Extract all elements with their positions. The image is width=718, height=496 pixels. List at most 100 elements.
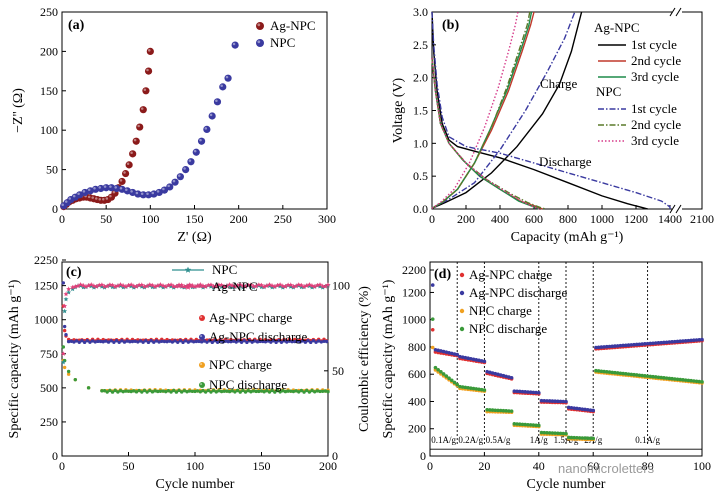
panel-c-eff-point-0 <box>237 283 243 289</box>
panel-c-point-3 <box>222 389 226 393</box>
panel-b-break-gap-0 <box>672 8 682 16</box>
panel-a-point-1 <box>160 186 169 194</box>
panel-c-point-1 <box>316 339 321 343</box>
panel-d-point-1 <box>528 390 533 395</box>
panel-d-point-1 <box>700 337 704 342</box>
panel-a-point-1-shine <box>209 113 213 117</box>
panel-a-point-1-shine <box>114 186 117 189</box>
panel-c-point-1 <box>226 339 230 344</box>
panel-c-point-3 <box>172 388 176 393</box>
panel-c-eff-point-1 <box>176 282 182 287</box>
panel-d-point-1 <box>653 341 658 345</box>
panel-a-point-0-shine <box>105 197 109 200</box>
panel-c-point-1 <box>125 339 129 343</box>
panel-d-point-3 <box>681 378 685 382</box>
panel-d-rate-label-4: 1.5A/g <box>554 435 579 445</box>
panel-c-eff-point-1 <box>120 283 126 288</box>
panel-d-point-1 <box>488 370 492 375</box>
panel-d-point-1 <box>670 340 674 344</box>
panel-c-point-1 <box>162 339 167 344</box>
panel-c-point-1 <box>301 339 305 343</box>
panel-c-eff-point-1 <box>83 284 89 289</box>
panel-a-point-1-shine <box>204 127 208 130</box>
panel-a-point-1-shine <box>167 184 170 188</box>
panel-c-eff-point-1 <box>320 283 326 289</box>
panel-d-point-3 <box>653 375 658 379</box>
panel-d-point-1 <box>575 406 579 411</box>
panel-b-xtick-label: 200 <box>457 212 475 226</box>
panel-d-point-3 <box>618 371 623 376</box>
panel-d-point-1 <box>550 399 555 403</box>
panel-c-point-1 <box>319 340 324 344</box>
panel-d-point-1 <box>572 406 576 410</box>
panel-d-point-1 <box>607 344 612 349</box>
panel-c-point-3 <box>124 389 128 393</box>
panel-c-label: (c) <box>66 265 82 280</box>
panel-c-point-3 <box>320 389 325 393</box>
panel-c-point-3 <box>315 389 320 393</box>
panel-c-xtick-label: 150 <box>253 459 271 473</box>
panel-a-point-1-shine <box>64 200 68 203</box>
panel-c-point-1 <box>295 339 300 343</box>
panel-c-point-1 <box>141 340 145 344</box>
panel-d-point-1 <box>561 399 566 404</box>
panel-c-eff-point-1 <box>142 283 147 289</box>
panel-c-eff-point-1 <box>243 283 248 289</box>
panel-c-eff-point-1 <box>216 282 222 287</box>
panel-c-point-1 <box>183 339 188 343</box>
panel-d-point-3 <box>463 385 468 390</box>
panel-d-point-1 <box>591 408 595 413</box>
panel-c-point-1 <box>93 340 97 344</box>
panel-d-point-1 <box>517 389 522 394</box>
panel-c-point-3 <box>137 388 141 393</box>
panel-b-annotation-charge: Charge <box>540 76 578 91</box>
panel-d-point-3 <box>686 378 691 383</box>
panel-d-point-1 <box>564 399 568 404</box>
panel-c-point-1 <box>133 339 137 344</box>
panel-c-point-1 <box>253 339 257 343</box>
panel-d-point-1 <box>466 356 470 361</box>
panel-a-point-0-shine <box>87 195 91 199</box>
panel-b-break-mark <box>675 204 682 214</box>
panel-a-point-1-shine <box>93 186 96 190</box>
panel-c-point-1 <box>88 340 92 344</box>
panel-d-point-1 <box>667 340 672 344</box>
panel-d-point-1 <box>458 354 462 359</box>
panel-d-point-3 <box>515 422 519 426</box>
panel-c-eff-point-1 <box>275 282 280 288</box>
panel-d-point-1 <box>493 371 498 376</box>
panel-d-point-1 <box>648 341 653 346</box>
panel-d-point-1 <box>643 342 647 346</box>
panel-d-point-1 <box>629 343 634 347</box>
panel-c-point-1 <box>72 340 76 344</box>
panel-a-point-0-shine <box>119 179 123 182</box>
panel-c-eff-point-1 <box>213 283 219 289</box>
panel-c-point-3 <box>283 389 288 394</box>
panel-c-eff-point-0 <box>317 283 323 289</box>
panel-c-point-1 <box>146 340 151 345</box>
panel-d-point-1 <box>439 349 443 353</box>
panel-a-point-1-shine <box>109 185 112 188</box>
panel-a-point-1 <box>187 158 195 166</box>
panel-d-point-3 <box>550 431 555 435</box>
panel-c-frame <box>61 261 329 457</box>
panel-c-eff-point-1 <box>72 284 78 289</box>
panel-d-point-3 <box>542 430 547 435</box>
panel-c-eff-point-1 <box>152 284 158 289</box>
panel-b-curve-0 <box>431 11 649 210</box>
panel-d-point-1 <box>697 338 702 342</box>
panel-d-point-1 <box>613 344 617 348</box>
panel-d-point-1 <box>634 342 639 347</box>
panel-c-point-1 <box>112 340 116 345</box>
panel-c-eff-point-1 <box>107 282 113 287</box>
panel-c-eff-point-1 <box>187 282 193 287</box>
panel-a: 0 50 100 150 200 250 300 0 50 100 150 200 250 Z' (Ω) −… <box>11 5 336 245</box>
panel-a-point-1-shine <box>87 188 91 192</box>
panel-c-point-3 <box>233 390 237 394</box>
panel-c-eff-point-1 <box>205 282 211 288</box>
panel-c-eff-point-0 <box>62 308 68 314</box>
panel-c-point-3 <box>270 388 274 393</box>
panel-d-point-1 <box>449 351 454 356</box>
panel-b-ytick-label: 3.0 <box>413 5 428 19</box>
panel-c-legend-dot-1-shine <box>200 335 203 338</box>
